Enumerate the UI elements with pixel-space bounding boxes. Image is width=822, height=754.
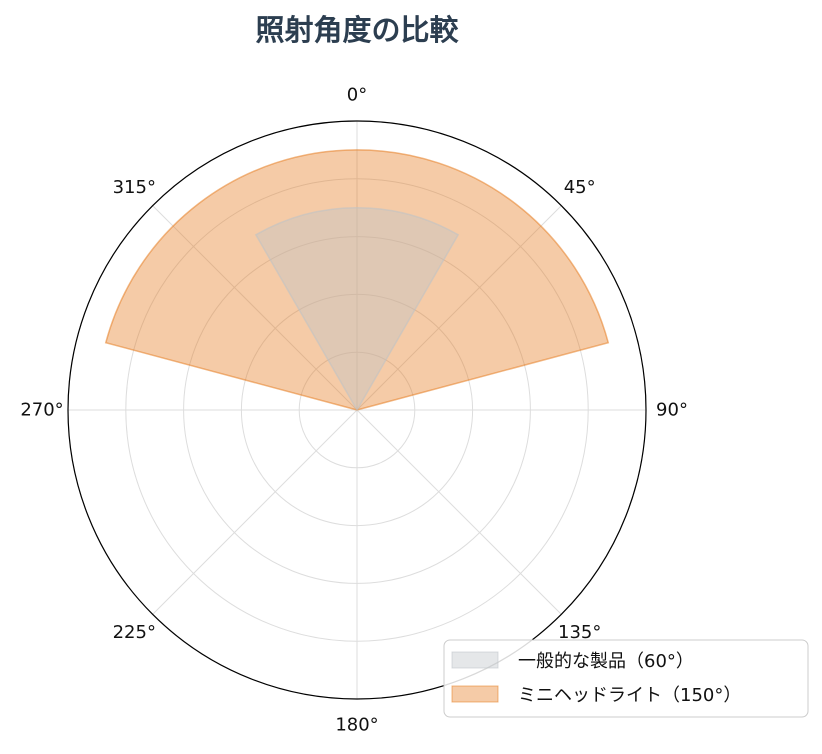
legend-swatch-general bbox=[451, 651, 499, 669]
legend-swatch-mini-headlight bbox=[451, 685, 499, 703]
legend: 一般的な製品（60°） ミニヘッドライト（150°） bbox=[443, 639, 809, 718]
theta-tick-label-2: 90° bbox=[656, 400, 688, 421]
angular-gridline-5 bbox=[152, 409, 358, 615]
theta-tick-label-5: 225° bbox=[113, 622, 156, 643]
theta-tick-label-4: 180° bbox=[335, 715, 378, 736]
chart-title: 照射角度の比較 bbox=[255, 13, 459, 47]
legend-frame bbox=[443, 639, 809, 718]
angular-gridline-3 bbox=[356, 409, 562, 615]
beam-sectors bbox=[104, 149, 610, 412]
theta-tick-label-7: 315° bbox=[113, 177, 156, 198]
theta-tick-label-0: 0° bbox=[347, 85, 367, 106]
theta-tick-label-3: 135° bbox=[558, 622, 601, 643]
theta-tick-label-1: 45° bbox=[564, 177, 596, 198]
theta-tick-label-6: 270° bbox=[20, 400, 63, 421]
polar-outer-frame bbox=[67, 120, 647, 700]
theta-tick-labels: 0° 45° 90° 135° 180° 225° 270° 315° bbox=[20, 85, 688, 736]
legend-label-mini-headlight: ミニヘッドライト（150°） bbox=[518, 685, 741, 706]
beam-sector-1 bbox=[104, 149, 610, 411]
angular-gridline-7 bbox=[152, 205, 358, 411]
legend-label-general: 一般的な製品（60°） bbox=[518, 651, 694, 672]
angular-gridline-1 bbox=[356, 205, 562, 411]
beam-sector-0 bbox=[254, 206, 460, 412]
